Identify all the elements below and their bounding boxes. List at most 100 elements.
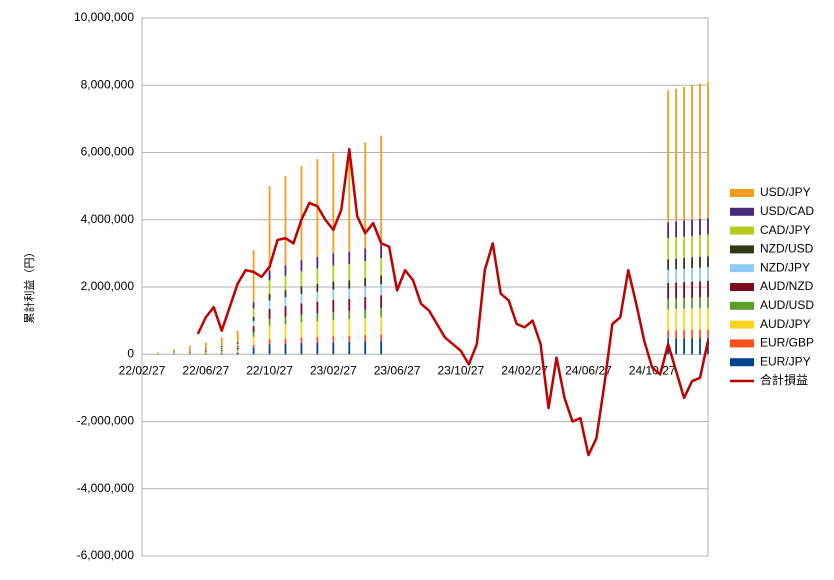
legend-label: AUD/JPY: [760, 317, 811, 331]
bar-segment: [301, 286, 303, 294]
bar-segment: [699, 338, 701, 354]
legend-label: 合計損益: [760, 372, 808, 387]
bar-segment: [205, 349, 207, 350]
bar-segment: [675, 338, 677, 354]
bar-segment: [707, 82, 709, 218]
bar-segment: [699, 297, 701, 308]
bar-segment: [301, 315, 303, 323]
bar-segment: [707, 297, 709, 308]
x-tick-label: 22/02/27: [119, 363, 166, 377]
bar-segment: [316, 321, 318, 337]
legend-swatch: [730, 358, 754, 366]
legend-label: AUD/NZD: [760, 279, 814, 293]
bar-segment: [380, 136, 382, 245]
bar-segment: [237, 342, 239, 343]
bar-segment: [285, 297, 287, 306]
x-tick-label: 23/02/27: [310, 363, 357, 377]
bar-segment: [683, 221, 685, 237]
bar-segment: [348, 319, 350, 335]
legend-label: EUR/GBP: [760, 336, 814, 350]
bar-segment: [221, 353, 223, 354]
bar-segment: [675, 309, 677, 330]
bar-segment: [301, 322, 303, 337]
bar-segment: [301, 260, 303, 271]
bar-segment: [699, 84, 701, 219]
bar-segment: [348, 280, 350, 288]
bar-segment: [269, 339, 271, 344]
bar-segment: [364, 286, 366, 297]
legend-swatch: [730, 189, 754, 197]
bar-segment: [364, 342, 366, 355]
bar-segment: [707, 234, 709, 256]
bar-segment: [237, 344, 239, 346]
bar-segment: [269, 300, 271, 308]
bar-segment: [301, 337, 303, 343]
bar-segment: [253, 326, 255, 332]
bar-segment: [205, 352, 207, 353]
bar-segment: [667, 299, 669, 310]
bar-segment: [269, 326, 271, 339]
bar-segment: [205, 348, 207, 349]
y-tick-label: 2,000,000: [81, 279, 135, 293]
bar-segment: [253, 250, 255, 302]
bar-segment: [237, 347, 239, 348]
bar-segment: [691, 338, 693, 354]
legend-swatch: [730, 321, 754, 329]
bar-segment: [189, 353, 191, 354]
bar-segment: [675, 221, 677, 237]
bar-segment: [348, 336, 350, 342]
bar-segment: [707, 330, 709, 338]
bar-segment: [683, 87, 685, 221]
bar-segment: [301, 166, 303, 260]
legend-swatch: [730, 264, 754, 272]
bar-segment: [285, 317, 287, 324]
bar-segment: [301, 294, 303, 303]
bar-segment: [253, 348, 255, 354]
bar-segment: [683, 338, 685, 354]
y-tick-label: 6,000,000: [81, 145, 135, 159]
bar-segment: [316, 284, 318, 292]
bar-segment: [683, 237, 685, 258]
bar-segment: [332, 300, 334, 312]
bar-segment: [667, 270, 669, 283]
bar-segment: [707, 267, 709, 281]
bar-segment: [316, 292, 318, 302]
bar-segment: [316, 337, 318, 343]
x-tick-label: 22/10/27: [246, 363, 293, 377]
bar-segment: [301, 343, 303, 354]
bar-segment: [667, 259, 669, 270]
bar-segment: [269, 280, 271, 293]
bar-segment: [699, 235, 701, 257]
bar-segment: [189, 354, 191, 355]
bar-segment: [699, 330, 701, 338]
bar-segment: [221, 353, 223, 354]
bar-segment: [691, 236, 693, 258]
bar-segment: [189, 350, 191, 351]
bar-segment: [332, 153, 334, 254]
bar-segment: [707, 218, 709, 234]
bar-segment: [301, 271, 303, 286]
bar-segment: [364, 310, 366, 318]
y-tick-label: 0: [127, 346, 134, 360]
bar-segment: [253, 317, 255, 321]
legend-label: EUR/JPY: [760, 354, 811, 368]
bar-segment: [691, 330, 693, 338]
bar-segment: [237, 346, 239, 347]
bar-segment: [364, 248, 366, 261]
x-tick-label: 23/06/27: [374, 363, 421, 377]
bar-segment: [332, 290, 334, 300]
bar-segment: [253, 345, 255, 348]
bar-segment: [691, 309, 693, 331]
bar-segment: [691, 257, 693, 268]
bar-segment: [205, 342, 207, 348]
y-tick-label: 10,000,000: [74, 10, 134, 24]
bar-segment: [221, 348, 223, 349]
bar-segment: [667, 238, 669, 259]
bar-segment: [221, 351, 223, 352]
bar-segment: [316, 343, 318, 355]
y-axis-label: 累計利益（円）: [22, 247, 36, 324]
bar-segment: [269, 270, 271, 280]
bar-segment: [237, 348, 239, 349]
bar-segment: [364, 261, 366, 278]
